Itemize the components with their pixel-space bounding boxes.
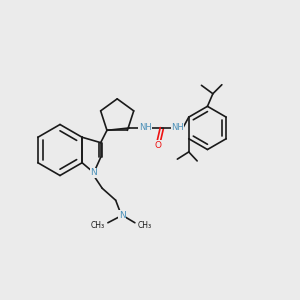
Text: N: N xyxy=(119,211,126,220)
Text: CH₃: CH₃ xyxy=(137,220,152,230)
Text: NH: NH xyxy=(171,123,184,132)
Text: N: N xyxy=(90,168,97,177)
Text: NH: NH xyxy=(139,123,152,132)
Text: CH₃: CH₃ xyxy=(91,220,105,230)
Text: O: O xyxy=(155,140,162,149)
